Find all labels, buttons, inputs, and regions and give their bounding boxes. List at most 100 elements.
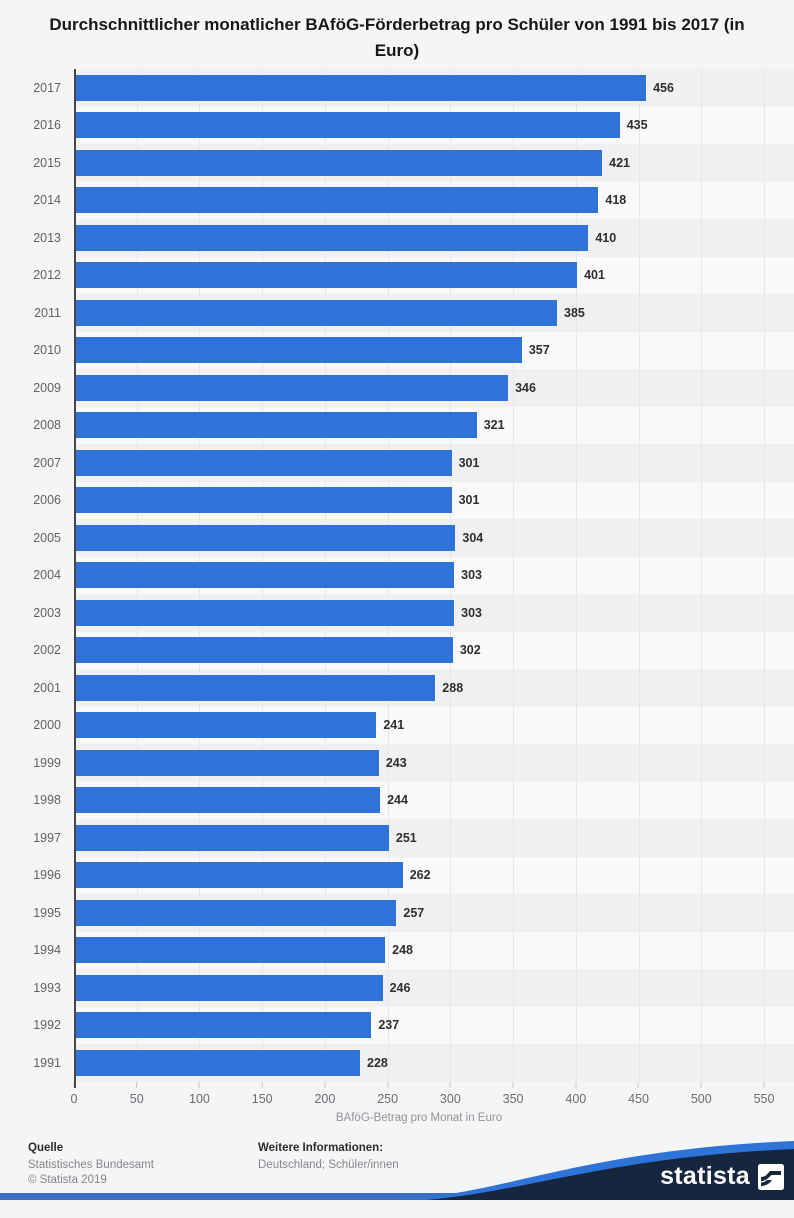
value-label: 435 (626, 118, 648, 133)
row-band: 246 (74, 969, 794, 1007)
chart-row: 2003 303 (0, 594, 794, 632)
bar[interactable] (74, 374, 509, 401)
value-label: 303 (461, 605, 482, 620)
x-tick: 300 (440, 1081, 461, 1106)
footer: Quelle Statistisches Bundesamt © Statist… (0, 1142, 794, 1218)
row-band: 385 (74, 294, 794, 332)
value-label: 410 (595, 230, 617, 245)
chart-row: 2017 456 (0, 69, 794, 107)
year-label: 2002 (33, 643, 61, 658)
tick-label: 550 (753, 1091, 775, 1106)
y-axis-line (74, 69, 76, 1088)
bar[interactable] (74, 449, 452, 476)
row-band: 241 (74, 706, 794, 744)
bar[interactable] (74, 74, 647, 101)
year-label: 1997 (33, 830, 61, 845)
row-band: 301 (74, 444, 794, 482)
chart-row: 2009 346 (0, 369, 794, 407)
chart-row: 1999 243 (0, 744, 794, 782)
x-tick: 0 (71, 1081, 77, 1106)
bar[interactable] (74, 262, 578, 289)
info-region: Deutschland; Schüler/innen (258, 1158, 399, 1171)
statista-logo-icon (758, 1163, 784, 1190)
row-band: 303 (74, 556, 794, 594)
source-block: Quelle Statistisches Bundesamt © Statist… (28, 1142, 154, 1188)
bar[interactable] (74, 1012, 372, 1039)
x-tick: 100 (189, 1081, 210, 1106)
tick-mark (512, 1081, 514, 1088)
row-band: 237 (74, 1006, 794, 1044)
year-label: 1996 (33, 868, 61, 883)
bar[interactable] (74, 824, 389, 851)
value-label: 228 (367, 1055, 388, 1070)
bar[interactable] (74, 299, 557, 326)
bar[interactable] (74, 412, 477, 439)
value-label: 346 (515, 380, 536, 395)
tick-label: 350 (502, 1091, 524, 1106)
year-label: 2007 (33, 455, 61, 470)
year-label: 1998 (33, 793, 61, 808)
tick-label: 150 (251, 1091, 273, 1106)
tick-mark (638, 1081, 640, 1088)
bar[interactable] (74, 112, 620, 139)
bar[interactable] (74, 674, 436, 701)
chart-row: 2004 303 (0, 556, 794, 594)
bar-chart: 2017 456 2016 435 2015 421 2014 418 2013 410 2012 4… (0, 69, 794, 1088)
statista-banner-swoosh (394, 1141, 794, 1200)
bar[interactable] (74, 787, 381, 814)
bar[interactable] (74, 599, 455, 626)
year-label: 2008 (33, 418, 61, 433)
bar[interactable] (74, 937, 386, 964)
value-label: 304 (462, 530, 484, 545)
chart-row: 1995 257 (0, 894, 794, 932)
statista-logo[interactable]: statista (660, 1162, 784, 1191)
chart-row: 2010 357 (0, 331, 794, 369)
bar[interactable] (74, 187, 599, 214)
value-label: 244 (387, 793, 408, 808)
row-band: 302 (74, 631, 794, 669)
year-label: 2016 (33, 118, 61, 133)
chart-row: 1994 248 (0, 931, 794, 969)
x-tick: 200 (314, 1081, 335, 1106)
bar[interactable] (74, 224, 589, 251)
chart-row: 2000 241 (0, 706, 794, 744)
bar[interactable] (74, 487, 452, 514)
bar[interactable] (74, 637, 453, 664)
row-band: 301 (74, 481, 794, 519)
x-axis-ticks: 0 50 100 150 200 250 300 350 400 450 500 550 (71, 1081, 774, 1112)
chart-row: 2002 302 (0, 631, 794, 669)
bar[interactable] (74, 149, 603, 176)
row-band: 304 (74, 519, 794, 557)
row-band: 456 (74, 69, 794, 107)
tick-mark (136, 1081, 138, 1088)
x-axis-label: BAföG-Betrag pro Monat in Euro (335, 1111, 503, 1124)
chart-row: 2006 301 (0, 481, 794, 519)
bar[interactable] (74, 899, 397, 926)
year-label: 1992 (33, 1018, 61, 1033)
bar[interactable] (74, 974, 383, 1001)
tick-label: 250 (377, 1091, 399, 1106)
value-label: 288 (442, 680, 464, 695)
bar[interactable] (74, 562, 455, 589)
bar[interactable] (74, 524, 456, 551)
bar[interactable] (74, 712, 377, 739)
bar[interactable] (74, 749, 379, 776)
year-label: 2006 (33, 493, 61, 508)
value-label: 385 (564, 305, 585, 320)
row-band: 228 (74, 1044, 794, 1082)
year-label: 2003 (33, 605, 61, 620)
tick-mark (387, 1081, 389, 1088)
year-label: 1994 (33, 943, 61, 958)
row-band: 244 (74, 781, 794, 819)
bar[interactable] (74, 337, 522, 364)
year-label: 2000 (33, 718, 61, 733)
x-tick: 400 (565, 1081, 586, 1106)
chart-row: 2008 321 (0, 406, 794, 444)
tick-label: 450 (628, 1091, 649, 1106)
row-band: 251 (74, 819, 794, 857)
bar[interactable] (74, 1049, 361, 1076)
bottom-accent-strip (0, 1193, 794, 1200)
row-band: 248 (74, 931, 794, 969)
bar[interactable] (74, 862, 403, 889)
chart-row: 2016 435 (0, 106, 794, 144)
